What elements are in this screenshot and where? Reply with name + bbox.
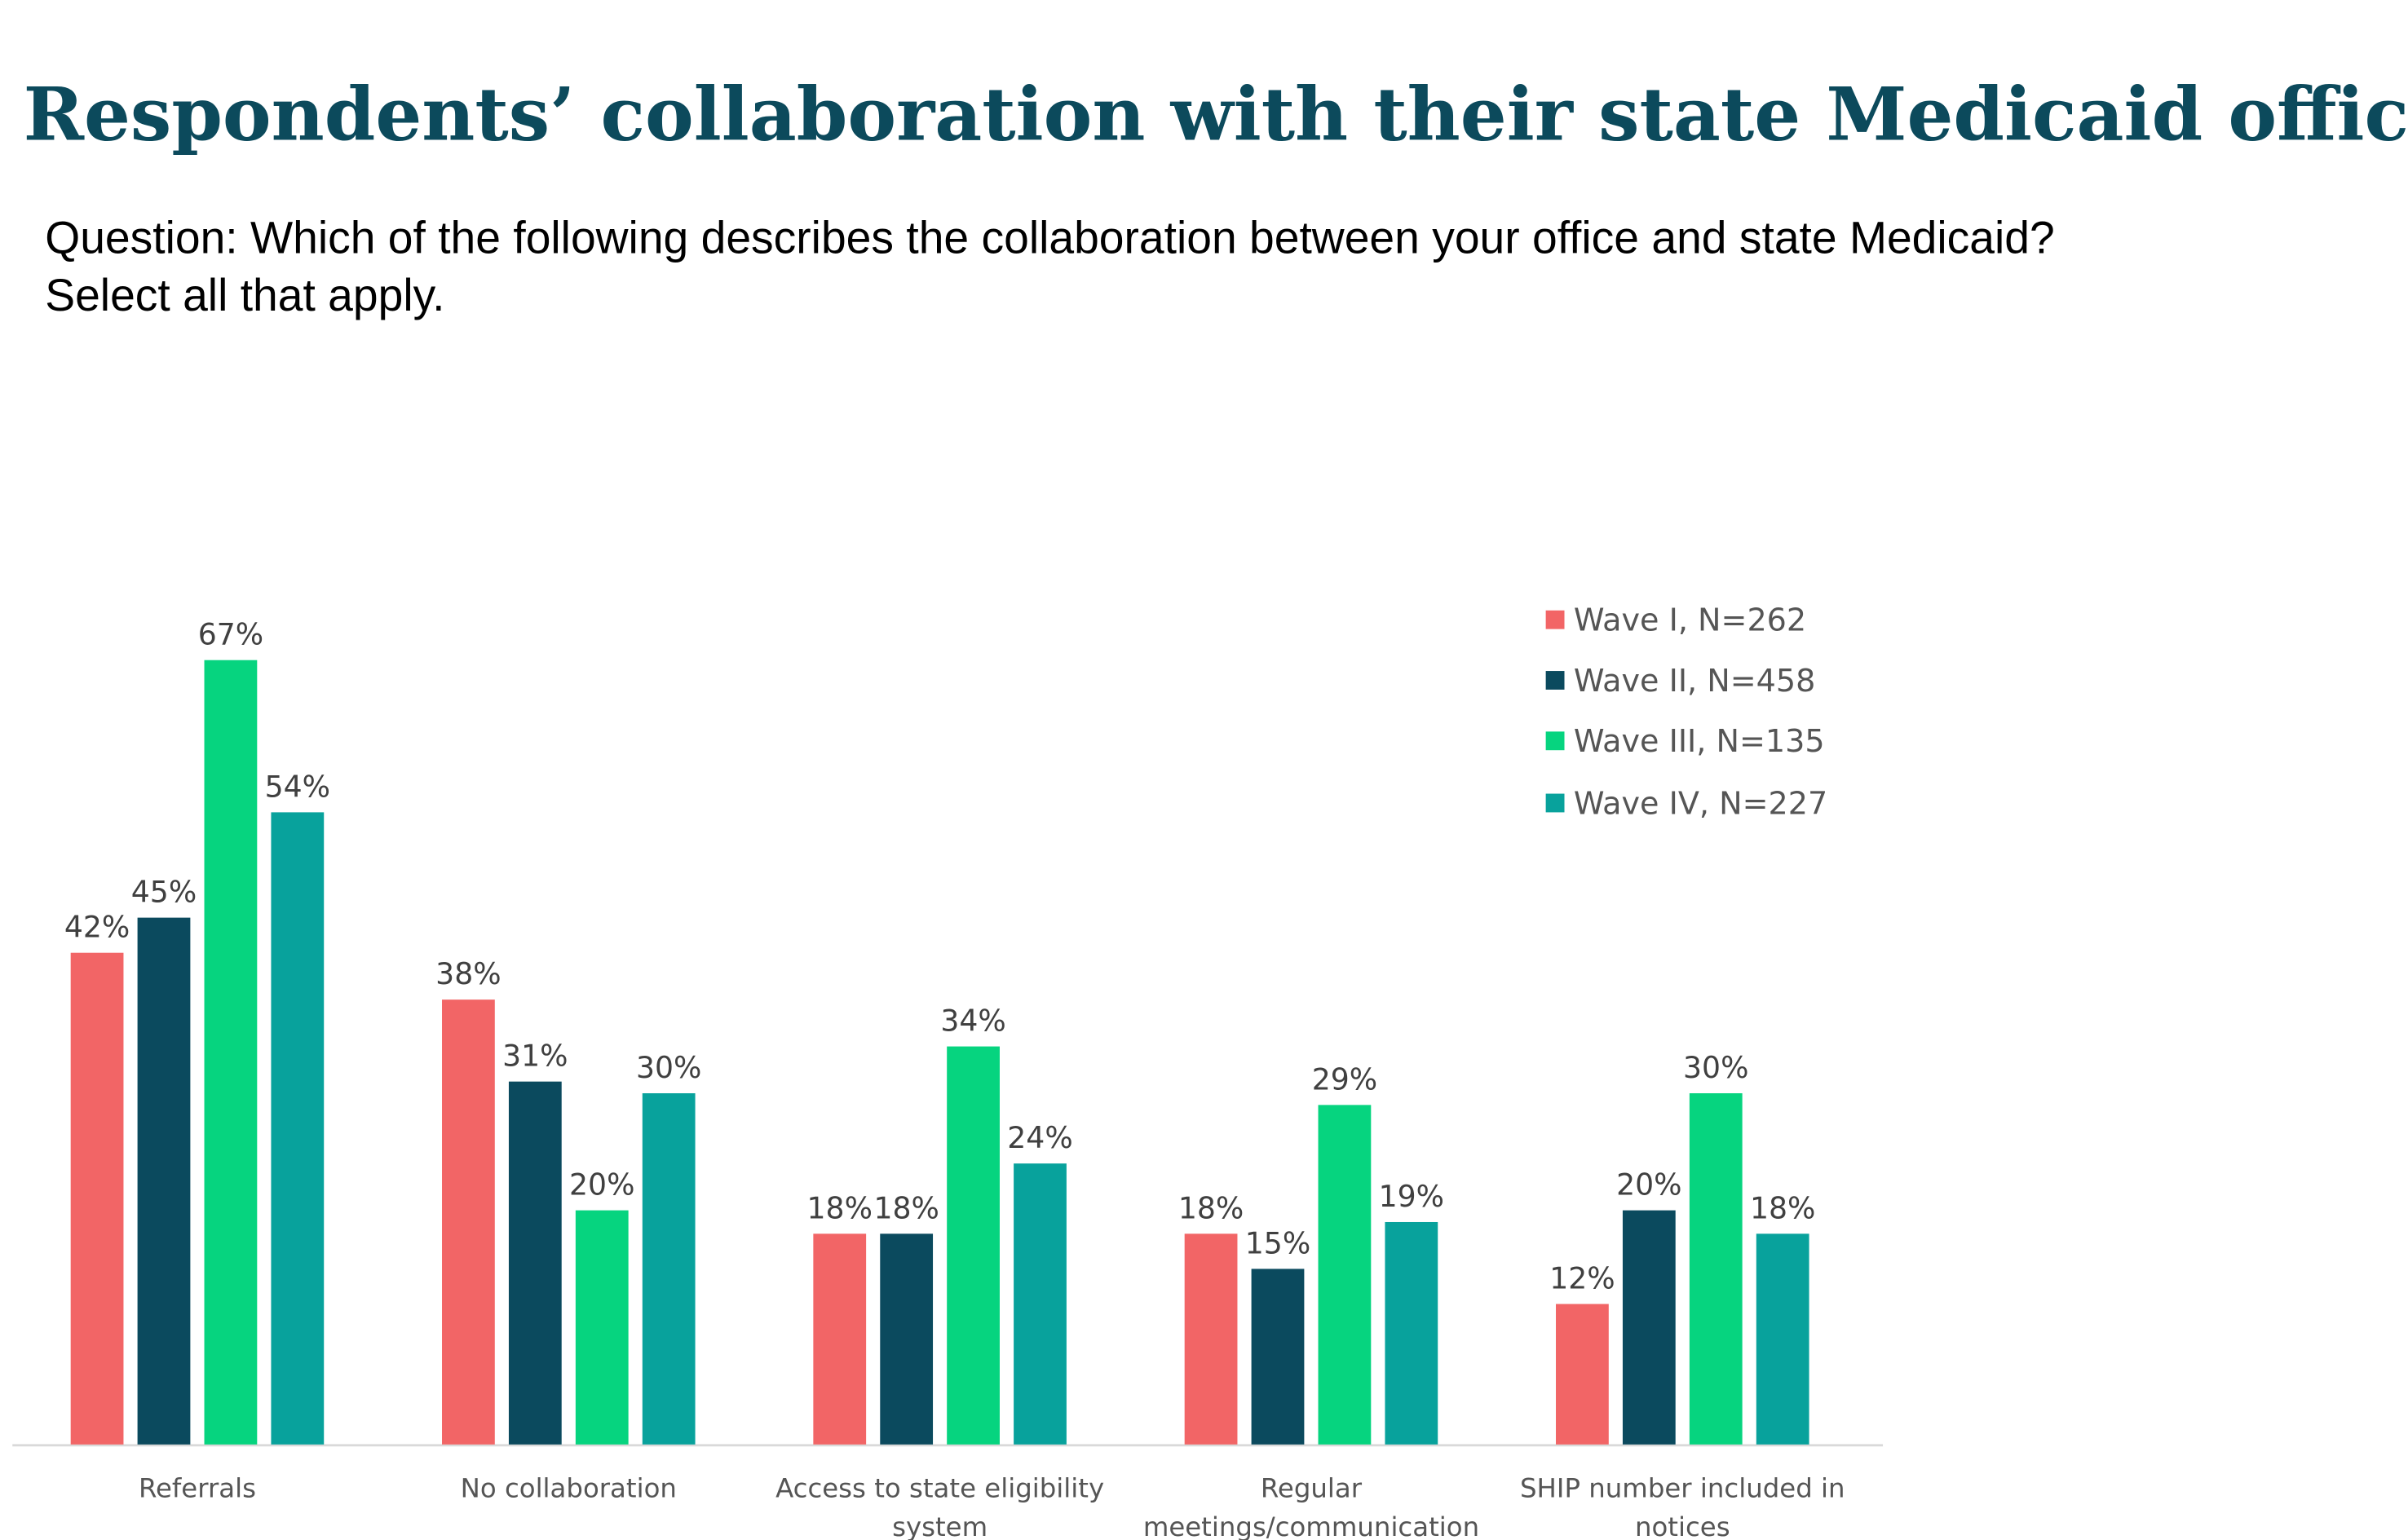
bar <box>1318 1105 1372 1445</box>
bar <box>813 1233 867 1445</box>
data-label: 20% <box>1616 1167 1681 1202</box>
bar <box>1556 1304 1609 1445</box>
legend-swatch <box>1545 671 1565 690</box>
data-label: 15% <box>1245 1225 1310 1260</box>
bar <box>442 999 495 1445</box>
data-label: 45% <box>131 875 197 910</box>
x-tick-label: No collaboration <box>461 1473 677 1504</box>
x-tick-label: Regular <box>1261 1473 1363 1504</box>
data-label: 18% <box>873 1190 939 1225</box>
legend-label: Wave I, N=262 <box>1574 602 1806 638</box>
bar <box>137 917 191 1445</box>
x-tick-label: meetings/communication <box>1143 1511 1479 1540</box>
page-title: Respondents’ collaboration with their st… <box>24 72 2408 157</box>
bar <box>1622 1210 1676 1445</box>
bar <box>70 952 124 1445</box>
data-label: 30% <box>636 1050 701 1085</box>
data-label: 18% <box>807 1190 873 1225</box>
data-label: 38% <box>435 956 501 991</box>
data-label: 20% <box>569 1167 634 1202</box>
x-tick-label: Access to state eligibility <box>775 1473 1104 1504</box>
question-line-2: Select all that apply. <box>45 270 444 320</box>
x-tick-label: Referrals <box>139 1473 256 1504</box>
bar <box>575 1210 629 1445</box>
question-line-1: Question: Which of the following describ… <box>45 213 2054 263</box>
bar <box>1385 1221 1438 1445</box>
legend-label: Wave IV, N=227 <box>1574 785 1827 821</box>
data-label: 18% <box>1178 1190 1244 1225</box>
bar <box>271 812 325 1445</box>
legend-swatch <box>1545 793 1565 813</box>
legend-swatch <box>1545 610 1565 629</box>
data-label: 67% <box>198 617 263 652</box>
bar <box>1251 1269 1305 1445</box>
bar <box>204 660 258 1445</box>
x-tick-label: system <box>892 1511 988 1540</box>
data-label: 29% <box>1312 1061 1377 1097</box>
bar <box>880 1233 934 1445</box>
legend-label: Wave II, N=458 <box>1574 663 1815 699</box>
bar <box>1184 1233 1238 1445</box>
legend-label: Wave III, N=135 <box>1574 723 1825 759</box>
data-label: 18% <box>1750 1190 1815 1225</box>
legend: Wave I, N=262 Wave II, N=458 Wave III, N=1… <box>1545 602 1827 821</box>
bar <box>947 1046 1000 1445</box>
bar <box>508 1081 562 1445</box>
x-tick-label: notices <box>1635 1511 1730 1540</box>
data-label: 34% <box>940 1004 1005 1039</box>
data-label: 30% <box>1683 1050 1748 1085</box>
x-tick-label: SHIP number included in <box>1520 1473 1845 1504</box>
legend-swatch <box>1545 731 1565 751</box>
data-label: 31% <box>502 1039 568 1074</box>
data-label: 19% <box>1379 1179 1444 1214</box>
bars: 42%45% 67% 54% Referrals 38% 31% 20% 30% No coll… <box>64 617 1845 1540</box>
data-label: 12% <box>1549 1260 1615 1295</box>
data-label: 42% <box>64 910 130 945</box>
bar <box>642 1093 696 1445</box>
data-label: 54% <box>265 769 330 804</box>
bar <box>1756 1233 1809 1445</box>
bar <box>1014 1163 1067 1445</box>
data-label: 24% <box>1007 1120 1072 1155</box>
bar <box>1689 1093 1743 1445</box>
